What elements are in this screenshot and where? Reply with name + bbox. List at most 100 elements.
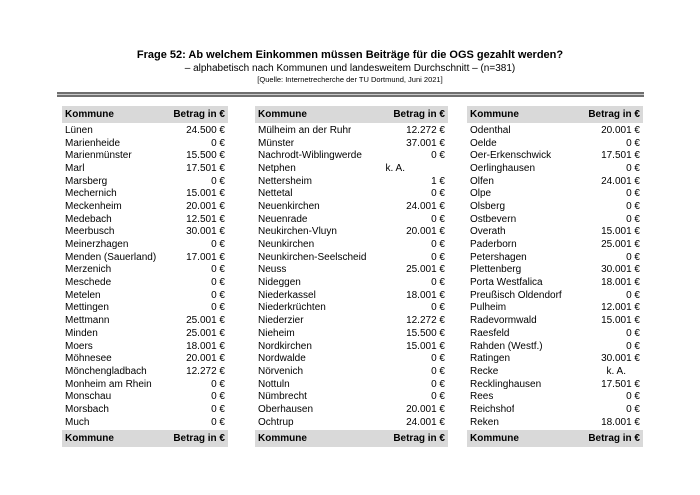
source-note: [Quelle: Internetrecherche der TU Dortmu…	[257, 75, 443, 84]
kommune-cell: Reichshof	[470, 403, 515, 415]
table-row: Nordwalde 0 €	[255, 352, 448, 365]
kommune-cell: Paderborn	[470, 239, 517, 251]
betrag-cell: 0 €	[626, 327, 640, 339]
betrag-cell: 24.001 €	[601, 175, 640, 187]
table-row: Rees 0 €	[467, 390, 643, 403]
table-row: Ostbevern 0 €	[467, 213, 643, 226]
kommune-cell: Nottuln	[258, 378, 290, 390]
kommune-cell: Metelen	[65, 289, 101, 301]
betrag-cell: 0 €	[211, 302, 225, 314]
table-row: Reichshof 0 €	[467, 403, 643, 416]
betrag-cell: 12.272 €	[186, 365, 225, 377]
page-title: Frage 52: Ab welchem Einkommen müssen Be…	[136, 49, 564, 61]
kommune-cell: Minden	[65, 327, 98, 339]
table-row: Recklinghausen 17.501 €	[467, 378, 643, 391]
betrag-cell: 18.001 €	[406, 289, 445, 301]
betrag-cell: 0 €	[431, 378, 445, 390]
kommune-cell: Olpe	[470, 188, 492, 200]
kommune-cell: Nörvenich	[258, 365, 304, 377]
kommune-cell: Petershagen	[470, 251, 527, 263]
table-header: Kommune Betrag in €	[467, 106, 643, 123]
kommune-cell: Ostbevern	[470, 213, 517, 225]
table-row: Raesfeld 0 €	[467, 327, 643, 340]
table-row: Münster 37.001 €	[255, 137, 448, 150]
betrag-cell: 15.001 €	[601, 315, 640, 327]
table-row: Mönchengladbach 12.272 €	[62, 365, 228, 378]
kommune-cell: Pulheim	[470, 302, 507, 314]
kommune-cell: Nettetal	[258, 188, 293, 200]
betrag-cell: 20.001 €	[186, 353, 225, 365]
kommune-cell: Rahden (Westf.)	[470, 340, 543, 352]
betrag-cell: 0 €	[211, 403, 225, 415]
kommune-cell: Merzenich	[65, 264, 112, 276]
betrag-cell: 15.500 €	[186, 150, 225, 162]
table-row: Radevormwald 15.001 €	[467, 314, 643, 327]
betrag-header: Betrag in €	[588, 109, 640, 120]
kommune-cell: Nieheim	[258, 327, 295, 339]
table-row: Merzenich 0 €	[62, 264, 228, 277]
betrag-cell: 0 €	[626, 213, 640, 225]
betrag-cell: 25.001 €	[406, 264, 445, 276]
kommune-cell: Ochtrup	[258, 416, 294, 428]
table-body: Odenthal 20.001 € Oelde 0 € Oer-Erkenschwick…	[467, 123, 643, 429]
betrag-cell: 25.001 €	[186, 315, 225, 327]
kommune-cell: Monheim am Rhein	[65, 378, 152, 390]
table-row: Nordkirchen 15.001 €	[255, 340, 448, 353]
kommune-cell: Raesfeld	[470, 327, 510, 339]
kommune-cell: Möhnesee	[65, 353, 112, 365]
table-row: Nachrodt-Wiblingwerde 0 €	[255, 149, 448, 162]
betrag-cell: 0 €	[626, 188, 640, 200]
betrag-cell: 0 €	[626, 403, 640, 415]
kommune-cell: Porta Westfalica	[470, 277, 543, 289]
betrag-cell: 15.500 €	[406, 327, 445, 339]
kommune-cell: Münster	[258, 137, 295, 149]
table-row: Neunkirchen-Seelscheid 0 €	[255, 251, 448, 264]
kommune-header: Kommune	[65, 109, 114, 120]
kommune-cell: Recklinghausen	[470, 378, 542, 390]
betrag-cell: 17.501 €	[601, 378, 640, 390]
betrag-cell: 0 €	[431, 251, 445, 263]
kommune-cell: Nachrodt-Wiblingwerde	[258, 150, 362, 162]
kommune-cell: Nideggen	[258, 277, 301, 289]
betrag-cell: k. A.	[606, 365, 626, 377]
kommune-cell: Oer-Erkenschwick	[470, 150, 552, 162]
table-row: Ochtrup 24.001 €	[255, 416, 448, 429]
betrag-cell: 15.001 €	[186, 188, 225, 200]
table-row: Marsberg 0 €	[62, 175, 228, 188]
table-row: Meckenheim 20.001 €	[62, 200, 228, 213]
table-row: Pulheim 12.001 €	[467, 302, 643, 315]
kommune-cell: Mönchengladbach	[65, 365, 147, 377]
betrag-cell: 30.001 €	[601, 264, 640, 276]
betrag-cell: k. A.	[385, 162, 405, 174]
table-row: Netphen k. A.	[255, 162, 448, 175]
betrag-cell: 12.272 €	[406, 124, 445, 136]
betrag-cell: 0 €	[431, 365, 445, 377]
betrag-cell: 0 €	[431, 213, 445, 225]
kommune-cell: Marienheide	[65, 137, 121, 149]
table-row: Porta Westfalica 18.001 €	[467, 276, 643, 289]
kommune-cell: Oelde	[470, 137, 497, 149]
table-header: Kommune Betrag in €	[62, 106, 228, 123]
table-row: Neunkirchen 0 €	[255, 238, 448, 251]
kommune-cell: Mechernich	[65, 188, 117, 200]
kommune-header: Kommune	[258, 432, 307, 444]
kommune-cell: Mülheim an der Ruhr	[258, 124, 352, 136]
betrag-cell: 0 €	[626, 340, 640, 352]
table-row: Mettingen 0 €	[62, 302, 228, 315]
kommune-cell: Oerlinghausen	[470, 162, 536, 174]
page-subtitle: – alphabetisch nach Kommunen und landesw…	[184, 63, 516, 74]
table-row: Olfen 24.001 €	[467, 175, 643, 188]
betrag-cell: 0 €	[431, 277, 445, 289]
betrag-cell: 0 €	[431, 239, 445, 251]
betrag-cell: 30.001 €	[601, 353, 640, 365]
table-row: Odenthal 20.001 €	[467, 124, 643, 137]
betrag-cell: 0 €	[211, 378, 225, 390]
betrag-cell: 17.501 €	[601, 150, 640, 162]
table-row: Oberhausen 20.001 €	[255, 403, 448, 416]
kommune-cell: Niederkassel	[258, 289, 316, 301]
betrag-cell: 0 €	[626, 391, 640, 403]
betrag-cell: 12.501 €	[186, 213, 225, 225]
table-row: Paderborn 25.001 €	[467, 238, 643, 251]
betrag-cell: 24.001 €	[406, 416, 445, 428]
